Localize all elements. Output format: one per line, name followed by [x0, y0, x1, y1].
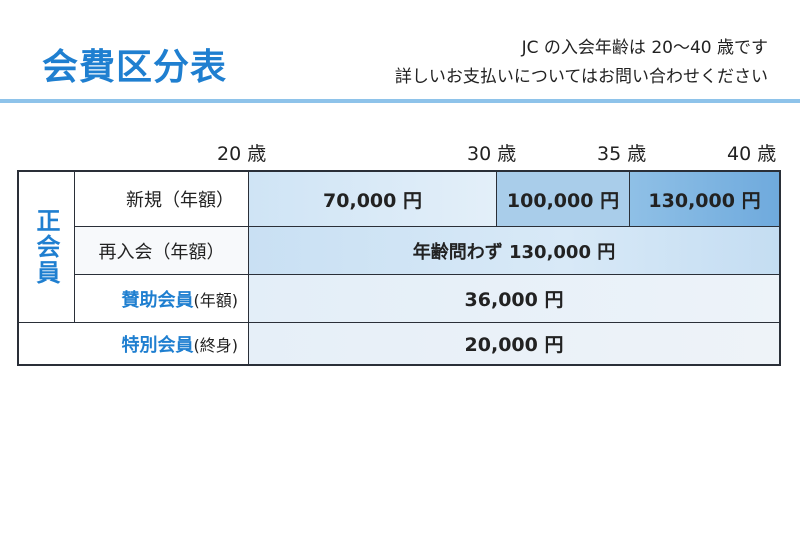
supporting-label: 賛助会員 — [121, 289, 194, 311]
special-label: 特別会員 — [121, 334, 194, 356]
contact-note: 詳しいお支払いについてはお問い合わせください — [394, 67, 768, 87]
page-title: 会費区分表 — [42, 47, 228, 88]
age-note: JC の入会年齢は 20〜40 歳です — [521, 38, 768, 58]
supporting-label-cell: 賛助会員 (年額) — [75, 275, 249, 323]
new-fee-30-35: 100,000 円 — [497, 172, 630, 227]
header-divider — [0, 99, 800, 103]
supporting-fee: 36,000 円 — [249, 275, 779, 323]
new-label: 新規（年額） — [75, 172, 249, 227]
age-marker-30: 30 歳 — [467, 143, 517, 165]
rejoin-label: 再入会（年額） — [75, 227, 249, 275]
age-marker-40: 40 歳 — [727, 143, 777, 165]
age-marker-20: 20 歳 — [217, 143, 267, 165]
special-suffix: (終身) — [193, 335, 239, 355]
supporting-suffix: (年額) — [193, 290, 239, 310]
rejoin-fee: 年齢問わず 130,000 円 — [249, 227, 779, 275]
new-fee-35-40: 130,000 円 — [630, 172, 779, 227]
special-fee: 20,000 円 — [249, 323, 779, 364]
regular-member-group: 正会員 — [19, 172, 75, 323]
special-label-cell: 特別会員 (終身) — [19, 323, 249, 364]
age-marker-35: 35 歳 — [597, 143, 647, 165]
new-fee-20-30: 70,000 円 — [249, 172, 497, 227]
fee-table: 正会員 新規（年額） 70,000 円 100,000 円 130,000 円 … — [17, 170, 781, 366]
